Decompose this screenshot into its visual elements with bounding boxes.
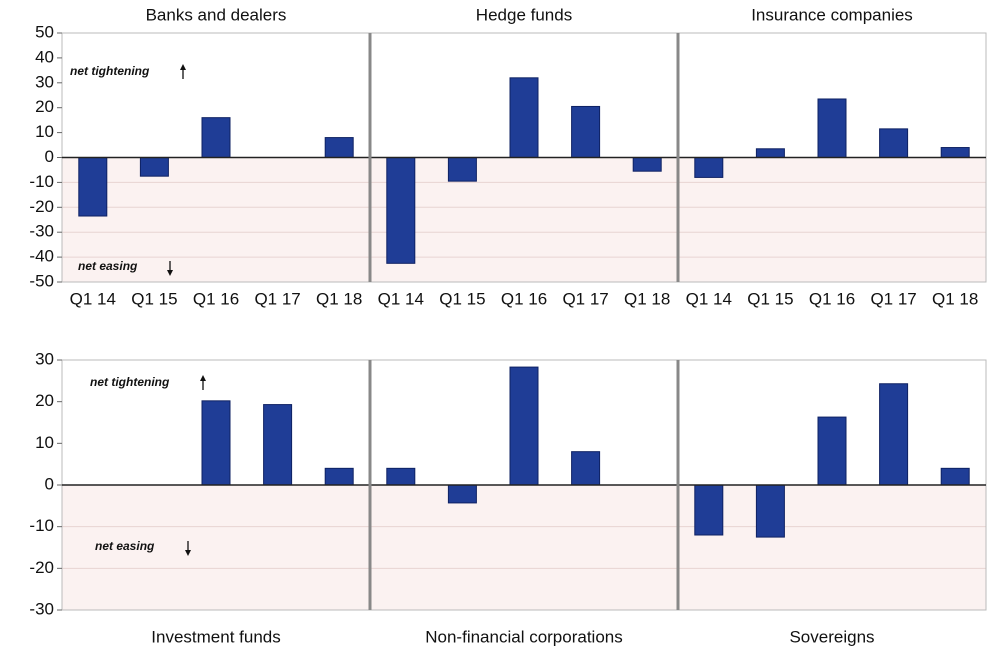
bar — [139, 157, 169, 177]
negative-region — [370, 157, 678, 282]
y-tick-label: 30 — [35, 349, 54, 368]
y-tick-label: 20 — [35, 97, 54, 116]
y-tick-label: -40 — [29, 247, 54, 266]
negative-region — [62, 485, 370, 610]
y-tick-label: 0 — [45, 147, 54, 166]
x-tick-label: Q1 14 — [378, 289, 424, 308]
x-tick-label: Q1 16 — [193, 289, 239, 308]
bar — [324, 467, 354, 486]
x-tick-label: Q1 16 — [501, 289, 547, 308]
y-tick-label: 0 — [45, 474, 54, 493]
bar — [571, 105, 601, 158]
bar — [571, 451, 601, 486]
panel-title: Banks and dealers — [146, 5, 287, 24]
bar — [324, 137, 354, 159]
x-tick-label: Q1 17 — [562, 289, 608, 308]
bar — [879, 128, 909, 159]
annotation-arrowhead — [180, 64, 186, 70]
y-tick-label: 10 — [35, 433, 54, 452]
x-tick-label: Q1 18 — [932, 289, 978, 308]
x-tick-label: Q1 15 — [439, 289, 485, 308]
annotation: net tightening — [70, 64, 150, 78]
y-tick-label: -30 — [29, 599, 54, 618]
negative-region — [62, 157, 370, 282]
x-tick-label: Q1 17 — [870, 289, 916, 308]
negative-region — [678, 485, 986, 610]
bar — [817, 416, 847, 486]
x-tick-label: Q1 17 — [254, 289, 300, 308]
annotation-arrowhead — [185, 550, 191, 556]
bar — [447, 484, 477, 504]
x-tick-label: Q1 18 — [624, 289, 670, 308]
y-tick-label: -30 — [29, 222, 54, 241]
bar — [755, 148, 785, 159]
panel-title: Investment funds — [151, 627, 280, 646]
bar — [78, 157, 108, 217]
y-tick-label: 40 — [35, 47, 54, 66]
bar — [201, 117, 231, 159]
annotation: net tightening — [90, 375, 170, 389]
y-tick-label: -50 — [29, 271, 54, 290]
bar — [509, 366, 539, 486]
annotation-arrowhead — [200, 375, 206, 381]
bar — [879, 383, 909, 486]
x-tick-label: Q1 18 — [316, 289, 362, 308]
bar — [263, 404, 293, 486]
x-tick-label: Q1 15 — [747, 289, 793, 308]
bar — [817, 98, 847, 158]
panel-title: Insurance companies — [751, 5, 913, 24]
bar — [694, 157, 724, 178]
negative-region — [678, 157, 986, 282]
bar — [386, 467, 416, 486]
y-tick-label: -20 — [29, 197, 54, 216]
panel-title: Non-financial corporations — [425, 627, 623, 646]
bar — [940, 147, 970, 158]
bar — [940, 467, 970, 486]
annotation: net easing — [78, 259, 138, 273]
bar — [201, 400, 231, 486]
y-tick-label: -10 — [29, 172, 54, 191]
bar — [447, 157, 477, 182]
x-tick-label: Q1 14 — [70, 289, 116, 308]
y-tick-label: 50 — [35, 22, 54, 41]
x-tick-label: Q1 14 — [686, 289, 732, 308]
bar — [386, 157, 416, 264]
negative-region — [370, 485, 678, 610]
bar — [694, 484, 724, 536]
panel-title: Sovereigns — [789, 627, 874, 646]
y-tick-label: -20 — [29, 558, 54, 577]
x-tick-label: Q1 16 — [809, 289, 855, 308]
y-tick-label: 30 — [35, 72, 54, 91]
y-tick-label: 10 — [35, 122, 54, 141]
bar — [632, 157, 662, 172]
y-tick-label: 20 — [35, 391, 54, 410]
bar — [509, 77, 539, 158]
panel-title: Hedge funds — [476, 5, 572, 24]
x-tick-label: Q1 15 — [131, 289, 177, 308]
annotation-arrowhead — [167, 270, 173, 276]
y-tick-label: -10 — [29, 516, 54, 535]
bar — [755, 484, 785, 538]
annotation: net easing — [95, 539, 155, 553]
